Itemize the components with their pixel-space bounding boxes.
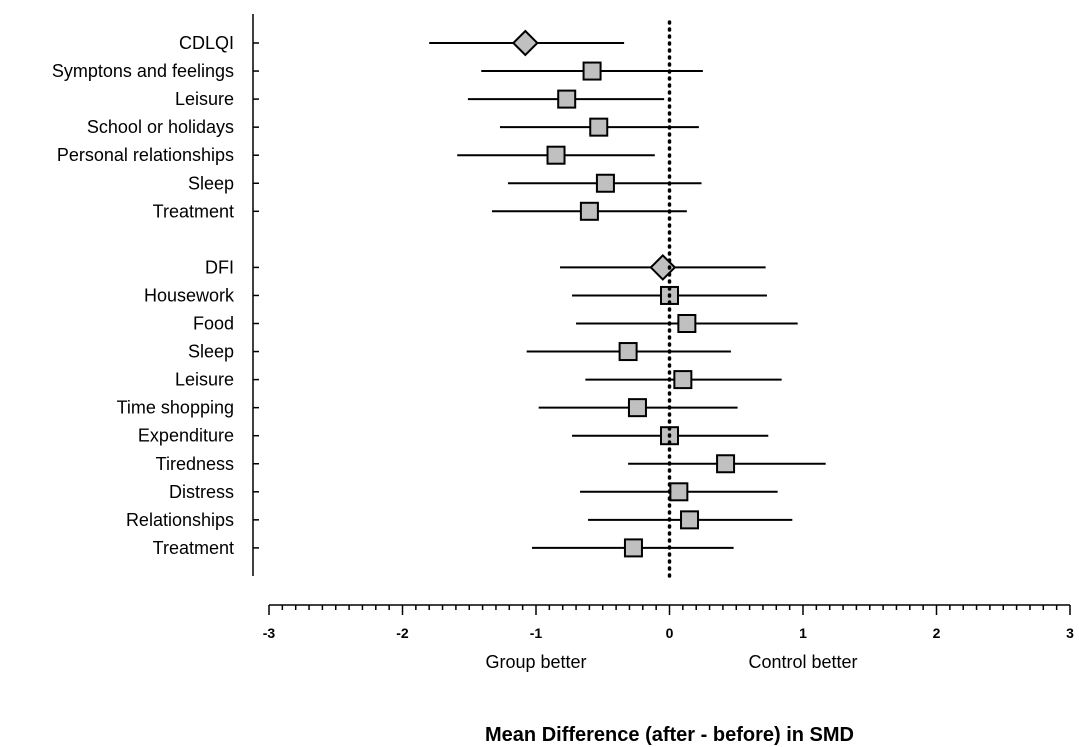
point-estimate-square xyxy=(546,145,566,165)
point-estimate-square xyxy=(595,173,615,193)
point-estimate-square xyxy=(589,117,609,137)
x-axis-title: Mean Difference (after - before) in SMD xyxy=(485,724,854,746)
point-estimate-square xyxy=(716,454,736,474)
row-label: Housework xyxy=(144,285,235,305)
forest-row: Personal relationships xyxy=(57,145,655,165)
forest-row: Relationships xyxy=(126,510,793,530)
row-label: Personal relationships xyxy=(57,145,234,165)
forest-row: Time shopping xyxy=(117,398,738,418)
row-label: Treatment xyxy=(153,538,234,558)
forest-row: Tiredness xyxy=(156,454,826,474)
point-estimate-square xyxy=(677,314,697,333)
row-label: Relationships xyxy=(126,510,234,530)
point-estimate-square xyxy=(680,510,700,530)
direction-label-right: Control better xyxy=(748,652,857,672)
x-tick-label: 3 xyxy=(1066,625,1074,641)
point-estimate-square xyxy=(557,89,577,109)
rows-layer: CDLQI Symptons and feelings Leisure School … xyxy=(52,29,826,558)
point-estimate-diamond xyxy=(511,29,539,57)
forest-row: Sleep xyxy=(188,173,702,193)
forest-row: Leisure xyxy=(175,89,665,109)
row-label: Time shopping xyxy=(117,398,234,418)
row-label: Food xyxy=(193,314,234,334)
x-tick-label: 1 xyxy=(799,625,807,641)
x-tick-label: 0 xyxy=(666,625,674,641)
x-tick-label: -3 xyxy=(263,625,276,641)
forest-row: Symptons and feelings xyxy=(52,61,703,81)
point-estimate-square xyxy=(673,370,693,390)
point-estimate-square xyxy=(623,538,643,558)
forest-row: Sleep xyxy=(188,342,731,362)
forest-row: Distress xyxy=(169,482,778,502)
forest-row: Housework xyxy=(144,285,767,305)
x-axis-ticks: -3 -2 -1 0 1 2 3 xyxy=(263,605,1074,641)
direction-label-left: Group better xyxy=(485,652,586,672)
row-label: School or holidays xyxy=(87,117,234,137)
forest-row: Expenditure xyxy=(138,426,769,446)
x-tick-label: 2 xyxy=(933,625,941,641)
row-label: Sleep xyxy=(188,173,234,193)
forest-row: School or holidays xyxy=(87,117,699,137)
forest-row: Leisure xyxy=(175,370,782,390)
row-label: Leisure xyxy=(175,89,234,109)
point-estimate-square xyxy=(582,61,602,81)
row-label: Leisure xyxy=(175,370,234,390)
row-label: Tiredness xyxy=(156,454,234,474)
forest-row: Treatment xyxy=(153,201,687,221)
forest-row: CDLQI xyxy=(179,29,625,57)
row-label: Expenditure xyxy=(138,426,234,446)
row-label: CDLQI xyxy=(179,33,234,53)
point-estimate-square xyxy=(579,201,599,221)
row-label: Treatment xyxy=(153,201,234,221)
row-label: DFI xyxy=(205,257,234,277)
point-estimate-square xyxy=(627,398,647,418)
x-tick-label: -1 xyxy=(530,625,543,641)
point-estimate-square xyxy=(618,342,638,362)
forest-row: Food xyxy=(193,314,798,334)
row-label: Symptons and feelings xyxy=(52,61,234,81)
x-tick-label: -2 xyxy=(396,625,409,641)
point-estimate-square xyxy=(669,482,689,502)
row-label: Distress xyxy=(169,482,234,502)
forest-row: DFI xyxy=(205,253,766,281)
forest-row: Treatment xyxy=(153,538,734,558)
row-label: Sleep xyxy=(188,342,234,362)
